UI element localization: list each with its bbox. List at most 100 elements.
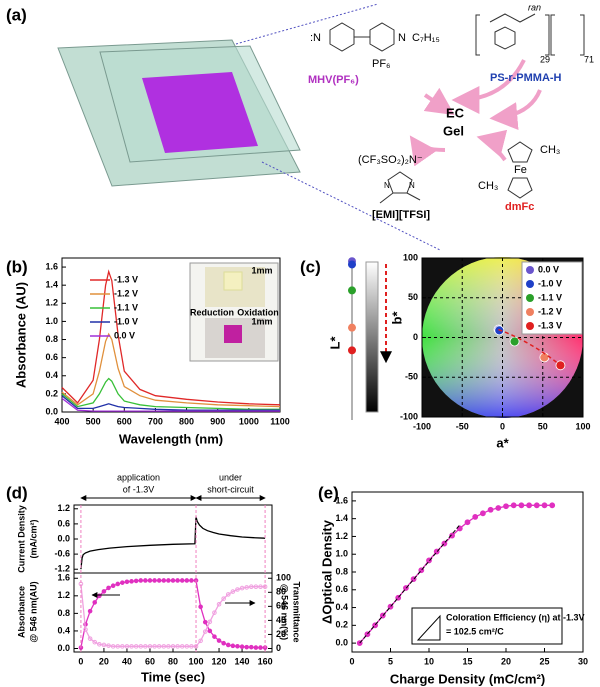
x-tick-label: 120	[212, 656, 227, 666]
x-tick-label: 20	[501, 656, 511, 666]
y-tick-label: 0.6	[45, 352, 58, 362]
legend-label: -1.2 V	[114, 288, 138, 298]
series-line	[61, 377, 280, 410]
legend-swatch	[526, 266, 534, 274]
data-point	[189, 578, 194, 583]
x-tick-label: 30	[578, 656, 588, 666]
x-tick-label: 5	[388, 656, 393, 666]
y-tick-label: 1.2	[45, 298, 58, 308]
compound-label: MHV(PF₆)	[308, 74, 359, 86]
legend-label: -1.3 V	[114, 274, 138, 284]
legend-label: 0.0 V	[114, 330, 135, 340]
y-tick-label: 1.2	[57, 590, 70, 600]
y-tick-label: 0.0	[57, 643, 70, 653]
data-point	[262, 584, 268, 589]
y-tick-label: 1.0	[335, 549, 348, 559]
y-tick-label: 0.8	[45, 334, 58, 344]
data-point	[83, 627, 88, 632]
data-point	[184, 578, 190, 583]
legend-swatch	[526, 308, 534, 316]
compound-label: PS-r-PMMA-H	[490, 72, 562, 84]
data-point	[216, 601, 222, 607]
x-tick-label: 100	[575, 421, 590, 431]
data-point	[253, 584, 259, 589]
slope-triangle	[416, 614, 441, 641]
series-line	[61, 269, 281, 406]
y-axis-label: Current Density	[16, 505, 26, 573]
plot-frame	[421, 257, 584, 418]
y-axis-label: (mA/cm²)	[28, 519, 38, 558]
data-point	[147, 578, 153, 583]
atom-label: 29	[540, 54, 550, 64]
data-point	[526, 502, 532, 509]
legend-label: -1.2 V	[538, 306, 562, 316]
chemical-structures	[329, 13, 585, 204]
atom-label: Fe	[514, 164, 527, 176]
y-tick-label: 0.4	[335, 602, 348, 612]
data-point	[225, 592, 231, 597]
compound-label: (CF₃SO₂)₂N⁻	[358, 154, 423, 166]
annotation: short-circuit	[207, 484, 254, 494]
data-point	[248, 584, 254, 589]
atom-label: N	[398, 32, 406, 44]
compound-label: [EMI][TFSI]	[372, 209, 430, 221]
data-point	[175, 644, 180, 649]
panel-label: (d)	[6, 483, 28, 502]
data-point	[221, 596, 226, 601]
data-point	[161, 644, 167, 649]
legend-label: 0.0 V	[538, 264, 559, 274]
y-tick-label: 1.0	[45, 316, 58, 326]
data-point	[143, 578, 148, 583]
data-point	[449, 532, 456, 539]
data-point	[147, 644, 153, 649]
y-tick-label: 1.6	[45, 261, 58, 271]
data-point	[120, 644, 125, 649]
y-tick-label: 0.0	[45, 406, 58, 416]
data-point	[133, 644, 139, 649]
y-axis-label: ΔOptical Density	[319, 519, 334, 624]
data-point	[87, 636, 93, 641]
data-point	[138, 644, 144, 649]
data-point	[198, 638, 203, 644]
data-point	[115, 581, 121, 587]
data-point	[239, 585, 245, 591]
y2-tick-label: 0	[276, 643, 281, 653]
annotation: Coloration Efficiency (η) at -1.3V	[446, 612, 585, 622]
x-axis-label: a*	[496, 435, 509, 450]
plot-frame	[73, 572, 273, 653]
data-point	[156, 644, 162, 649]
x-tick-label: 140	[235, 656, 250, 666]
data-point	[115, 644, 121, 649]
data-point	[235, 587, 240, 592]
y-tick-label: 1.2	[57, 503, 70, 513]
data-point	[518, 502, 525, 509]
fit-line	[359, 524, 461, 644]
x-tick-label: 0	[78, 656, 83, 666]
x-tick-label: 100	[189, 656, 204, 666]
inset-label: Reduction	[190, 307, 234, 317]
y-tick-label: 0.8	[57, 608, 70, 618]
y2-axis-label: @ 546 nm(%)	[280, 584, 290, 640]
y-axis-label: @ 546 nm(AU)	[28, 581, 38, 642]
data-point	[230, 643, 236, 649]
data-point	[124, 644, 130, 649]
atom-label: 71	[584, 54, 594, 64]
data-point	[248, 644, 254, 650]
data-point	[189, 644, 194, 649]
data-point	[143, 644, 148, 649]
legend-label: -1.0 V	[538, 278, 562, 288]
x-tick-label: 800	[179, 416, 194, 426]
series-line	[61, 332, 281, 408]
data-point	[179, 644, 185, 649]
data-point	[480, 510, 486, 517]
data-point	[106, 585, 111, 591]
y-axis-label: L*	[327, 336, 342, 350]
y-tick-label: 1.4	[45, 280, 58, 290]
data-point	[212, 610, 217, 615]
data-point	[487, 506, 494, 513]
data-point	[101, 589, 107, 594]
data-point	[166, 578, 171, 583]
x-tick-label: 600	[117, 416, 132, 426]
y2-tick-label: 80	[276, 587, 286, 597]
